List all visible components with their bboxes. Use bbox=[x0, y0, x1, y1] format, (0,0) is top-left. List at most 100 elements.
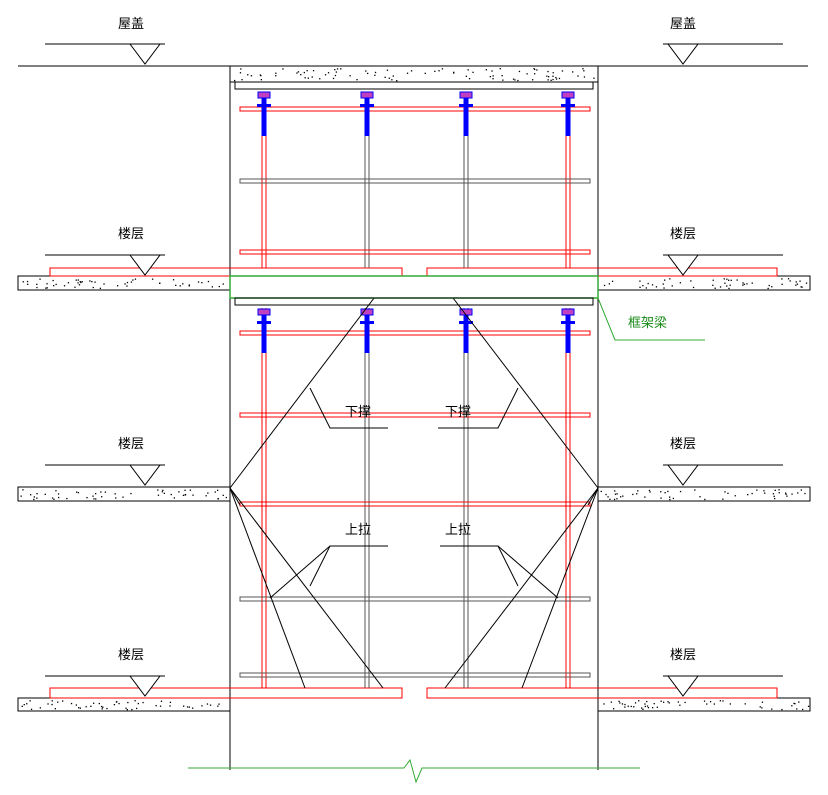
concrete-speckle bbox=[584, 76, 585, 77]
concrete-speckle bbox=[223, 495, 224, 496]
concrete-speckle bbox=[64, 285, 65, 286]
concrete-speckle bbox=[806, 283, 807, 284]
concrete-speckle bbox=[793, 703, 794, 704]
concrete-speckle bbox=[502, 75, 503, 76]
concrete-speckle bbox=[624, 704, 625, 705]
concrete-speckle bbox=[131, 281, 132, 282]
concrete-speckle bbox=[78, 707, 79, 708]
concrete-speckle bbox=[217, 706, 218, 707]
concrete-speckle bbox=[645, 706, 646, 707]
concrete-speckle bbox=[117, 285, 118, 286]
concrete-speckle bbox=[389, 78, 390, 79]
concrete-speckle bbox=[45, 288, 46, 289]
concrete-speckle bbox=[583, 70, 584, 71]
concrete-speckle bbox=[31, 709, 32, 710]
concrete-speckle bbox=[680, 491, 681, 492]
concrete-speckle bbox=[53, 280, 54, 281]
strut-label-right: 下撑 bbox=[445, 405, 471, 420]
concrete-speckle bbox=[663, 702, 664, 703]
concrete-speckle bbox=[53, 499, 54, 500]
concrete-speckle bbox=[652, 707, 653, 708]
formwork-panel-right bbox=[427, 268, 777, 276]
concrete-speckle bbox=[102, 708, 103, 709]
floor-slab-left bbox=[18, 276, 230, 290]
floor-level-label: 楼层 bbox=[670, 227, 696, 242]
concrete-speckle bbox=[609, 283, 610, 284]
concrete-speckle bbox=[657, 707, 658, 708]
concrete-speckle bbox=[649, 491, 650, 492]
concrete-speckle bbox=[170, 702, 171, 703]
jack-head-icon bbox=[460, 92, 472, 98]
concrete-speckle bbox=[513, 79, 514, 80]
concrete-speckle bbox=[685, 702, 686, 703]
concrete-speckle bbox=[24, 704, 25, 705]
concrete-speckle bbox=[135, 700, 136, 701]
concrete-speckle bbox=[80, 708, 81, 709]
concrete-speckle bbox=[158, 495, 159, 496]
concrete-speckle bbox=[802, 709, 803, 710]
concrete-speckle bbox=[486, 69, 487, 70]
concrete-speckle bbox=[240, 72, 241, 73]
concrete-speckle bbox=[304, 72, 305, 73]
concrete-speckle bbox=[715, 288, 716, 289]
concrete-speckle bbox=[367, 73, 368, 74]
concrete-speckle bbox=[612, 281, 613, 282]
beam-formwork bbox=[235, 298, 593, 305]
diagonal-brace bbox=[230, 488, 383, 688]
concrete-speckle bbox=[36, 284, 37, 285]
concrete-speckle bbox=[532, 79, 533, 80]
concrete-speckle bbox=[724, 491, 725, 492]
concrete-speckle bbox=[644, 703, 645, 704]
tie-label-left: 上拉 bbox=[345, 523, 371, 538]
concrete-speckle bbox=[667, 491, 668, 492]
concrete-speckle bbox=[673, 498, 674, 499]
concrete-speckle bbox=[620, 496, 621, 497]
concrete-speckle bbox=[791, 705, 792, 706]
strut-label-left: 下撑 bbox=[345, 405, 371, 420]
concrete-speckle bbox=[33, 499, 34, 500]
concrete-speckle bbox=[646, 701, 647, 702]
concrete-speckle bbox=[407, 73, 408, 74]
concrete-speckle bbox=[95, 498, 96, 499]
concrete-speckle bbox=[62, 700, 63, 701]
concrete-speckle bbox=[654, 703, 655, 704]
concrete-speckle bbox=[667, 701, 668, 702]
concrete-speckle bbox=[752, 493, 753, 494]
floor-slab-left bbox=[18, 698, 230, 711]
concrete-speckle bbox=[78, 279, 79, 280]
concrete-speckle bbox=[130, 493, 131, 494]
floor-level-label: 楼层 bbox=[118, 227, 144, 242]
concrete-speckle bbox=[742, 282, 743, 283]
horizontal-tube bbox=[240, 250, 590, 254]
concrete-speckle bbox=[198, 281, 199, 282]
concrete-speckle bbox=[720, 700, 721, 701]
concrete-speckle bbox=[663, 283, 664, 284]
concrete-speckle bbox=[635, 702, 636, 703]
elevation-marker-icon bbox=[668, 44, 698, 64]
concrete-speckle bbox=[553, 72, 554, 73]
formwork-panel-left bbox=[50, 268, 402, 276]
concrete-speckle bbox=[735, 495, 736, 496]
concrete-speckle bbox=[582, 68, 583, 69]
elevation-marker-icon bbox=[130, 676, 160, 696]
concrete-speckle bbox=[260, 75, 261, 76]
concrete-speckle bbox=[726, 285, 727, 286]
concrete-speckle bbox=[548, 79, 549, 80]
concrete-speckle bbox=[57, 702, 58, 703]
concrete-speckle bbox=[706, 703, 707, 704]
concrete-speckle bbox=[189, 707, 190, 708]
concrete-speckle bbox=[218, 704, 219, 705]
diagonal-brace bbox=[230, 488, 305, 688]
concrete-speckle bbox=[180, 285, 181, 286]
concrete-speckle bbox=[724, 278, 725, 279]
concrete-speckle bbox=[86, 497, 87, 498]
concrete-speckle bbox=[760, 706, 761, 707]
concrete-speckle bbox=[298, 71, 299, 72]
jack-head-icon bbox=[361, 309, 373, 315]
concrete-speckle bbox=[27, 284, 28, 285]
concrete-speckle bbox=[694, 489, 695, 490]
concrete-speckle bbox=[763, 490, 764, 491]
concrete-speckle bbox=[710, 701, 711, 702]
concrete-speckle bbox=[775, 490, 776, 491]
concrete-speckle bbox=[118, 703, 119, 704]
